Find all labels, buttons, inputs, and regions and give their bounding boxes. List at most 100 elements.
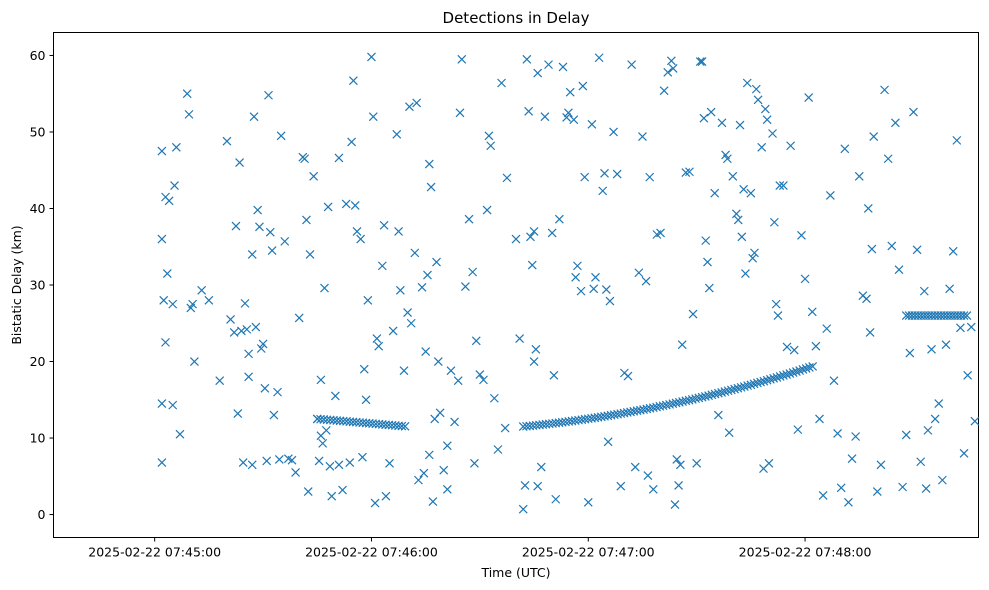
- data-point: [240, 298, 250, 308]
- data-point: [677, 340, 687, 350]
- data-point: [356, 234, 366, 244]
- data-point: [450, 417, 459, 427]
- data-point: [274, 455, 284, 464]
- data-point: [876, 460, 886, 470]
- data-point: [762, 115, 772, 125]
- data-point: [697, 392, 707, 402]
- data-point: [547, 228, 557, 238]
- data-point: [811, 341, 821, 351]
- data-point: [249, 112, 259, 122]
- data-point: [558, 62, 568, 72]
- data-point: [334, 460, 344, 470]
- data-point: [948, 246, 958, 256]
- data-point: [833, 429, 843, 438]
- data-point: [400, 421, 410, 431]
- data-point: [970, 416, 980, 426]
- data-point: [170, 181, 179, 190]
- data-point: [909, 107, 918, 117]
- data-point: [726, 385, 736, 395]
- data-point: [410, 248, 420, 258]
- data-point: [591, 272, 600, 282]
- data-point: [515, 334, 525, 343]
- data-point: [603, 437, 613, 447]
- data-point: [753, 95, 763, 105]
- data-point: [713, 410, 723, 420]
- data-point: [406, 318, 416, 328]
- data-point: [930, 414, 940, 424]
- data-point: [273, 387, 282, 397]
- data-point: [157, 399, 167, 409]
- data-point: [867, 244, 877, 254]
- data-point: [381, 491, 391, 501]
- data-point: [412, 98, 422, 108]
- data-point: [934, 399, 944, 409]
- data-point: [419, 468, 429, 478]
- data-point: [883, 154, 893, 164]
- data-point: [750, 248, 759, 258]
- data-point: [720, 387, 730, 397]
- data-point: [656, 228, 665, 238]
- data-point: [757, 142, 767, 152]
- data-point: [818, 490, 828, 500]
- data-point: [424, 159, 434, 169]
- data-point: [760, 104, 770, 114]
- data-point: [244, 372, 254, 382]
- data-point: [645, 172, 655, 182]
- data-point: [345, 458, 355, 467]
- data-point: [236, 326, 246, 336]
- data-points: [157, 52, 980, 514]
- data-point: [171, 142, 181, 152]
- data-point: [262, 456, 272, 466]
- data-point: [692, 458, 702, 468]
- data-point: [872, 487, 882, 497]
- data-point: [688, 309, 698, 319]
- data-point: [464, 214, 474, 224]
- data-point: [609, 127, 618, 137]
- data-point: [327, 491, 337, 501]
- data-point: [737, 232, 747, 242]
- data-point: [470, 458, 479, 468]
- data-point: [927, 344, 936, 354]
- data-point: [739, 184, 749, 194]
- data-point: [869, 132, 879, 141]
- data-point: [945, 284, 955, 294]
- data-point: [713, 388, 723, 398]
- data-point: [771, 299, 781, 309]
- data-point: [231, 221, 241, 231]
- data-point: [578, 81, 588, 91]
- data-point: [435, 408, 445, 418]
- data-point: [775, 372, 785, 381]
- data-point: [348, 76, 358, 86]
- data-point: [533, 481, 543, 491]
- data-point: [703, 257, 712, 267]
- data-point: [663, 67, 673, 77]
- data-point: [500, 423, 510, 433]
- data-point: [782, 370, 792, 379]
- data-point: [338, 485, 347, 495]
- data-point: [544, 60, 553, 70]
- data-point: [551, 494, 561, 504]
- data-point: [717, 388, 727, 397]
- data-point: [587, 119, 597, 129]
- x-tick-label: 2025-02-22 07:46:00: [305, 545, 438, 560]
- data-point: [267, 246, 277, 255]
- data-point: [963, 370, 973, 380]
- data-point: [318, 438, 328, 448]
- data-point: [700, 391, 710, 401]
- data-point: [493, 445, 503, 454]
- data-point: [161, 337, 170, 347]
- data-point: [468, 267, 478, 277]
- data-point: [529, 357, 539, 366]
- data-point: [247, 249, 257, 259]
- data-point: [730, 384, 740, 394]
- data-point: [182, 89, 192, 99]
- y-tick-label: 30: [30, 278, 46, 293]
- data-point: [795, 366, 805, 375]
- data-point: [291, 468, 301, 477]
- data-point: [959, 311, 969, 321]
- data-point: [921, 484, 931, 493]
- data-point: [717, 118, 727, 128]
- data-point: [565, 87, 575, 97]
- data-point: [526, 232, 535, 242]
- data-point: [247, 460, 257, 470]
